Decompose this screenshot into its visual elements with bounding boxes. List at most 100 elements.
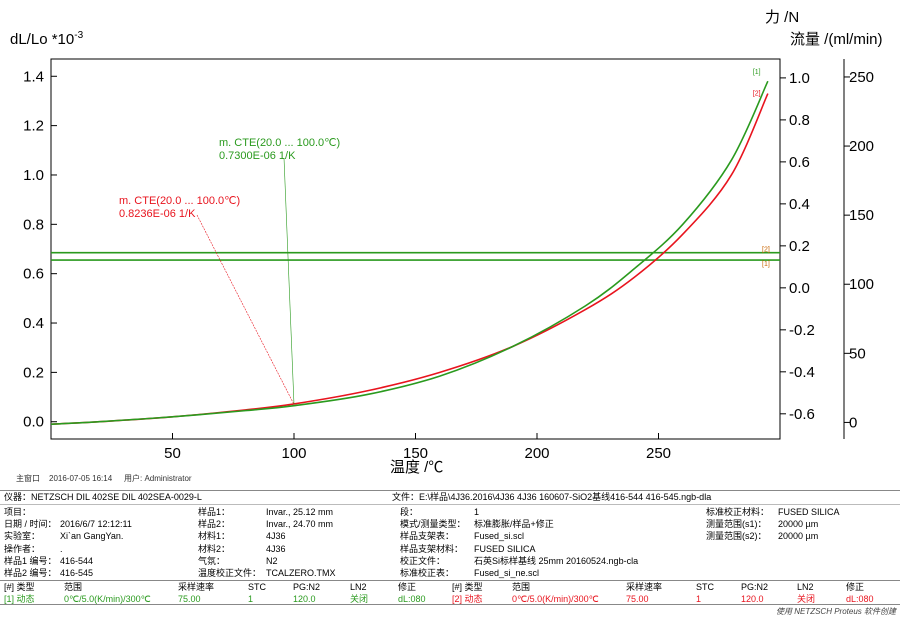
x-tick-label: 150 xyxy=(403,445,428,462)
info-cell: Fused_si_ne.scl xyxy=(474,568,540,578)
info-cell: 标准校正材料： xyxy=(706,507,770,517)
y2-tick-label: 0.2 xyxy=(789,238,810,255)
y1-axis-label: dL/Lo *10-3 xyxy=(10,30,84,48)
info-cell: 1 xyxy=(474,507,480,517)
info-cell: Invar., 25.12 mm xyxy=(266,507,334,517)
info-cell: 20000 µm xyxy=(778,531,819,542)
y3-tick-label: 100 xyxy=(849,276,874,293)
info-cell: 2016/6/7 12:12:11 xyxy=(60,519,132,530)
x-tick-label: 50 xyxy=(164,445,181,462)
y2-tick-label: 1.0 xyxy=(789,70,810,87)
y3-tick-label: 50 xyxy=(849,345,866,362)
segment-cell: dL:080 xyxy=(398,594,426,604)
info-cell: 标准校正表： xyxy=(400,568,455,578)
y1-tick-label: 1.4 xyxy=(23,68,44,85)
segment-cell: 关闭 xyxy=(797,594,816,604)
segment-cell: 0℃/5.0(K/min)/300℃ xyxy=(512,594,599,604)
x-tick-label: 200 xyxy=(524,445,549,462)
annotation-value: 0.8236E-06 1/K xyxy=(119,208,196,220)
status-window: 主窗口 xyxy=(16,473,40,483)
info-cell: 416-544 xyxy=(60,555,94,566)
info-cell: 样品1 编号： xyxy=(4,555,57,566)
info-cell: 样品1： xyxy=(198,507,231,517)
series-line xyxy=(50,93,769,425)
status-datetime: 2016-07-05 16:14 xyxy=(49,474,113,483)
info-cell: 温度校正文件： xyxy=(198,568,262,578)
info-cell: 4J36 xyxy=(266,543,286,554)
y1-tick-label: 0.6 xyxy=(23,266,44,283)
segment-cell: 0℃/5.0(K/min)/300℃ xyxy=(64,594,151,604)
info-cell: 样品支架表： xyxy=(400,531,455,542)
annotation-title: m. CTE(20.0 ... 100.0℃) xyxy=(219,137,340,149)
y3-tick-label: 200 xyxy=(849,138,874,155)
segment-cell: 修正 xyxy=(398,582,417,592)
info-cell: 样品支架材料： xyxy=(400,543,464,554)
y3-axis-label: 流量 /(ml/min) xyxy=(790,31,883,48)
y2-tick-label: 0.8 xyxy=(789,112,810,129)
info-cell: 20000 µm xyxy=(778,519,819,530)
y3-tick-label: 250 xyxy=(849,69,874,86)
y3-tick-labels: 0 50 100 150 200 250 xyxy=(844,69,874,431)
info-cell: 气氛： xyxy=(198,555,226,566)
segment-cell: [1] 动态 xyxy=(4,594,35,604)
info-cell: FUSED SILICA xyxy=(474,543,536,554)
y2-tick-label: -0.6 xyxy=(789,406,815,423)
info-cell: 样品2 编号： xyxy=(4,568,57,578)
info-cell: 标准膨胀/样品+修正 xyxy=(474,519,554,530)
y1-tick-label: 0.4 xyxy=(23,315,44,332)
info-cell: TCALZERO.TMX xyxy=(266,568,336,578)
x-tick-label: 250 xyxy=(646,445,671,462)
y2-tick-label: 0.6 xyxy=(789,154,810,171)
y2-tick-label: 0.4 xyxy=(789,196,810,213)
y1-tick-label: 1.0 xyxy=(23,167,44,184)
info-cell: 4J36 xyxy=(266,531,286,542)
info-cell: 日期 / 时间： xyxy=(4,519,57,530)
series-end-label: [2] xyxy=(753,91,761,98)
info-cell: 材料2： xyxy=(198,543,231,554)
segment-cell: 修正 xyxy=(846,582,865,592)
annotation-title: m. CTE(20.0 ... 100.0℃) xyxy=(119,195,240,207)
info-cell: FUSED SILICA xyxy=(778,507,840,517)
segment-cell: STC xyxy=(248,582,266,592)
segment-cell: 采样速率 xyxy=(626,582,663,592)
segment-cell: LN2 xyxy=(350,582,367,592)
series-curves: [2] [1] xyxy=(50,69,769,425)
dilatometer-chart: 0.0 0.2 0.4 0.6 0.8 1.0 1.2 1.4 -0.6 -0.4 -0.2 0.0… xyxy=(10,9,883,483)
series-line xyxy=(50,80,769,425)
segment-cell: 采样速率 xyxy=(178,582,215,592)
x-axis-label: 温度 /℃ xyxy=(390,459,443,476)
y3-tick-label: 0 xyxy=(849,414,857,431)
segment-cell: 1 xyxy=(248,594,254,604)
info-cell: 石英Si标样基线 25mm 20160524.ngb-cla xyxy=(474,555,639,566)
y2-tick-label: -0.4 xyxy=(789,364,815,381)
segment-cell: 范围 xyxy=(512,582,531,592)
y1-tick-label: 0.0 xyxy=(23,414,44,431)
segment-cell: PG:N2 xyxy=(741,582,769,592)
annotations: m. CTE(20.0 ... 100.0℃)0.7300E-06 1/Km. … xyxy=(119,137,340,405)
info-cell: 416-545 xyxy=(60,568,94,578)
info-cell: Invar., 24.70 mm xyxy=(266,519,334,530)
segment-cell: dL:080 xyxy=(846,594,874,604)
segment-cell: 75.00 xyxy=(178,594,201,604)
y1-tick-labels: 0.0 0.2 0.4 0.6 0.8 1.0 1.2 1.4 xyxy=(23,68,57,431)
y1-tick-label: 0.2 xyxy=(23,364,44,381)
y2-tick-label: -0.2 xyxy=(789,322,815,339)
segment-cell: 75.00 xyxy=(626,594,649,604)
status-user: 用户: Administrator xyxy=(124,473,192,483)
annotation-leader xyxy=(196,214,295,405)
plot-frame xyxy=(50,58,781,440)
file-text: 文件：E:\样品\4J36.2016\4J36 4J36 160607-SiO2… xyxy=(392,492,712,502)
annotation-value: 0.7300E-06 1/K xyxy=(219,150,296,162)
info-cell: 材料1： xyxy=(198,531,231,542)
segment-cell: 关闭 xyxy=(350,594,369,604)
info-cell: . xyxy=(60,543,63,554)
info-cell: 项目： xyxy=(4,507,32,517)
x-tick-labels: 50 100 150 200 250 xyxy=(164,433,671,462)
annotation-leader xyxy=(283,157,295,405)
info-cell: 模式/测量类型： xyxy=(400,519,466,530)
instrument-text: 仪器：NETZSCH DIL 402SE DIL 402SEA-0029-L xyxy=(4,492,202,502)
measurement-info-panel: 仪器：NETZSCH DIL 402SE DIL 402SEA-0029-L 文… xyxy=(0,490,900,618)
info-cell: 测量范围(s1)： xyxy=(706,519,767,530)
reference-line-label: [2] xyxy=(762,247,770,254)
segment-cell: PG:N2 xyxy=(293,582,321,592)
